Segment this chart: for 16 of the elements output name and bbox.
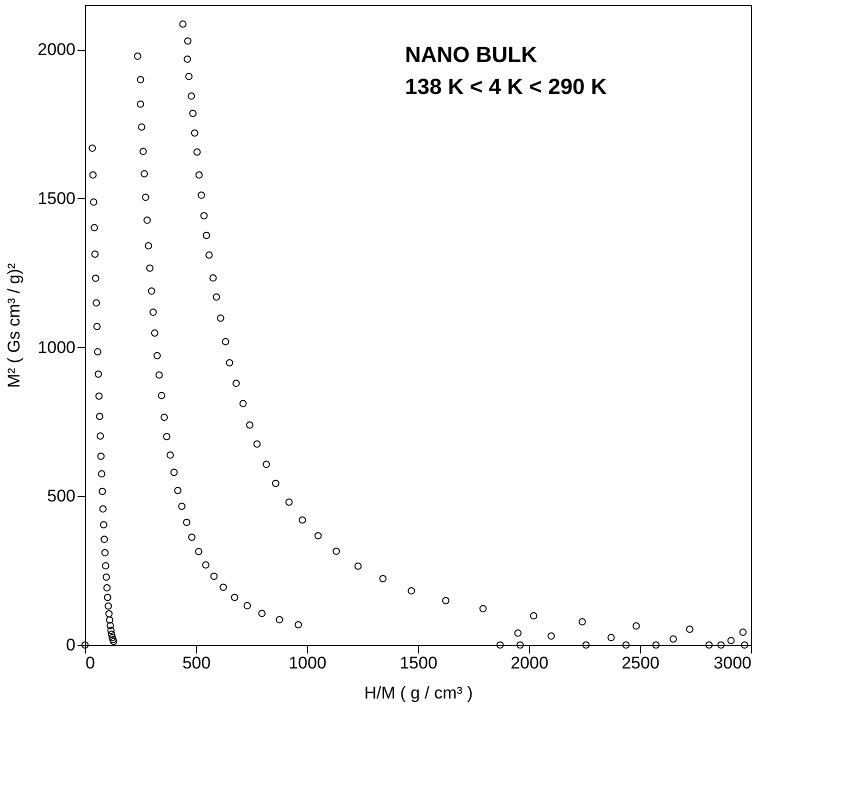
x-axis-title: H/M ( g / cm³ ) (364, 684, 473, 702)
y-tick-label: 1500 (38, 188, 76, 208)
annotation: 138 K < 4 K < 290 K (405, 74, 607, 99)
y-axis-title: M² ( Gs cm³ / g)² (4, 262, 24, 388)
y-tick-label: 500 (47, 486, 76, 506)
x-tick-label: 0 (86, 654, 95, 672)
x-tick-label: 3000 (714, 654, 752, 672)
x-tick-label: 1500 (400, 654, 438, 672)
x-tick-label: 1000 (288, 654, 326, 672)
x-tick-label: 2000 (510, 654, 548, 672)
y-tick-label: 0 (66, 636, 76, 654)
y-tick-label: 1000 (38, 338, 76, 357)
x-tick-label: 500 (182, 654, 211, 672)
annotation: NANO BULK (405, 42, 538, 67)
x-tick-label: 2500 (622, 654, 660, 672)
y-tick-label: 2000 (38, 40, 76, 60)
